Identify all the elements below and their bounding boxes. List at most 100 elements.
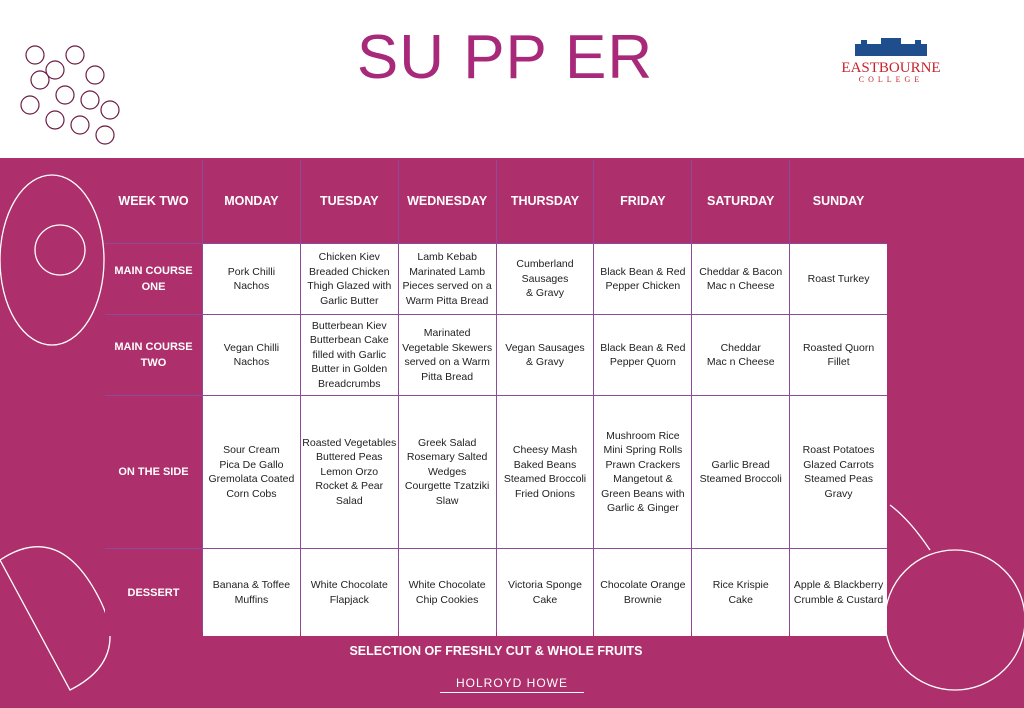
menu-table: WEEK TWO MONDAY TUESDAY WEDNESDAY THURSDAY FR… bbox=[105, 160, 887, 636]
menu-item: Wedges bbox=[427, 465, 467, 478]
menu-item: Vegan Chilli bbox=[223, 341, 280, 354]
row-label: MAIN COURSE ONE bbox=[105, 244, 202, 314]
menu-item: Muffins bbox=[234, 593, 269, 606]
menu-item: Vegan Sausages bbox=[505, 341, 585, 354]
menu-item: Corn Cobs bbox=[226, 487, 277, 500]
menu-item: Pica De Gallo bbox=[219, 458, 284, 471]
menu-item: Garlic & Ginger bbox=[606, 502, 679, 514]
menu-cell: Mushroom Rice Mini Spring Rolls Prawn Crac… bbox=[594, 396, 692, 548]
menu-cell: Apple & Blackberry Crumble & Custard bbox=[790, 549, 887, 636]
menu-item: Steamed Broccoli bbox=[503, 473, 587, 485]
menu-item: Cheesy Mash bbox=[512, 444, 578, 456]
menu-cell: Greek Salad Rosemary Salted Wedges Courgett… bbox=[398, 396, 496, 548]
row-label: ON THE SIDE bbox=[105, 396, 202, 548]
menu-item: Roasted Quorn bbox=[802, 341, 875, 354]
column-header: TUESDAY bbox=[300, 160, 398, 243]
menu-cell: Marinated Vegetable Skewers served on a Wa… bbox=[398, 315, 496, 395]
menu-item: Mac n Cheese bbox=[706, 356, 775, 368]
menu-item: Lemon Orzo bbox=[320, 465, 379, 478]
logo-name: EASTBOURNE bbox=[841, 60, 941, 76]
menu-cell: Lamb Kebab Marinated Lamb Pieces served on… bbox=[398, 244, 496, 314]
menu-item: Black Bean & Red bbox=[600, 265, 686, 278]
menu-item: Rocket & Pear bbox=[315, 480, 384, 493]
menu-cell: Sour Cream Pica De Gallo Gremolata Coated C… bbox=[203, 396, 300, 548]
menu-item: Pepper Chicken bbox=[605, 280, 681, 292]
menu-cell: Pork Chilli Nachos bbox=[203, 244, 300, 314]
menu-item: Nachos bbox=[233, 356, 270, 368]
menu-item: Green Beans with bbox=[601, 487, 685, 500]
menu-cell: Cheddar Mac n Cheese bbox=[692, 315, 790, 395]
menu-item: Buttered Peas bbox=[316, 451, 383, 464]
menu-item: Mushroom Rice bbox=[606, 429, 680, 442]
menu-item: Nachos bbox=[233, 280, 270, 292]
menu-item: Glazed Carrots bbox=[803, 458, 874, 471]
menu-item: Butter in Golden bbox=[311, 363, 388, 376]
logo-building bbox=[855, 38, 927, 56]
menu-cell: White Chocolate Chip Cookies bbox=[398, 549, 496, 636]
menu-item: Mac n Cheese bbox=[706, 280, 775, 292]
menu-item: Thigh Glazed with bbox=[307, 280, 392, 292]
menu-item: Victoria Sponge bbox=[508, 579, 582, 591]
menu-cell: Victoria Sponge Cake bbox=[496, 549, 594, 636]
menu-item: Lamb Kebab bbox=[417, 251, 477, 263]
menu-item: served on a Warm bbox=[404, 356, 490, 368]
menu-item: Pitta Bread bbox=[421, 370, 474, 383]
menu-item: Gravy bbox=[824, 487, 853, 500]
menu-item: Rice Krispie bbox=[712, 579, 769, 591]
menu-item: Breaded Chicken bbox=[308, 265, 390, 278]
menu-item: Breadcrumbs bbox=[318, 377, 381, 390]
menu-item: Banana & Toffee bbox=[212, 579, 291, 591]
menu-item: Greek Salad bbox=[417, 436, 477, 449]
menu-item: Sausages bbox=[521, 272, 569, 285]
menu-item: Chocolate Orange bbox=[600, 579, 686, 591]
menu-item: Slaw bbox=[435, 494, 459, 507]
column-header: THURSDAY bbox=[496, 160, 594, 243]
menu-item: Marinated bbox=[423, 327, 471, 339]
title: SU PP ER bbox=[356, 23, 654, 92]
menu-cell: Chicken Kiev Breaded Chicken Thigh Glazed … bbox=[300, 244, 398, 314]
menu-cell: Cheddar & Bacon Mac n Cheese bbox=[692, 244, 790, 314]
menu-item: Steamed Broccoli bbox=[699, 473, 782, 485]
menu-item: Baked Beans bbox=[513, 458, 577, 471]
menu-cell: Cumberland Sausages & Gravy bbox=[496, 244, 594, 314]
menu-item: Butterbean Cake bbox=[309, 334, 389, 347]
menu-cell: Rice Krispie Cake bbox=[692, 549, 790, 636]
column-header: MONDAY bbox=[203, 160, 300, 243]
menu-item: White Chocolate bbox=[310, 579, 388, 591]
menu-item: Black Bean & Red bbox=[600, 341, 686, 354]
menu-item: Cake bbox=[728, 593, 753, 606]
menu-item: Vegetable Skewers bbox=[402, 341, 493, 354]
menu-item: Pork Chilli bbox=[227, 265, 276, 278]
logo-sub: COLLEGE bbox=[858, 75, 924, 84]
menu-item: Crumble & Custard bbox=[793, 593, 884, 606]
menu-item: filled with Garlic bbox=[312, 348, 387, 361]
menu-item: Garlic Butter bbox=[320, 294, 379, 307]
menu-item: Gremolata Coated bbox=[208, 473, 295, 485]
menu-item: Garlic Bread bbox=[711, 458, 770, 471]
menu-item: Warm Pitta Bread bbox=[405, 294, 489, 307]
menu-item: Roasted Vegetables bbox=[302, 436, 397, 449]
row-label: MAIN COURSE TWO bbox=[105, 315, 202, 395]
menu-cell: Roasted Quorn Fillet bbox=[790, 315, 887, 395]
menu-cell: Black Bean & Red Pepper Quorn bbox=[594, 315, 692, 395]
menu-cell: Butterbean Kiev Butterbean Cake filled wit… bbox=[300, 315, 398, 395]
menu-item: Fillet bbox=[827, 356, 850, 368]
menu-item: Butterbean Kiev bbox=[311, 319, 387, 332]
menu-item: Roast Potatoes bbox=[802, 444, 875, 456]
menu-item: Steamed Peas bbox=[804, 473, 873, 485]
menu-cell: Black Bean & Red Pepper Chicken bbox=[594, 244, 692, 314]
menu-item: Flapjack bbox=[329, 593, 369, 606]
brand: HOLROYD HOWE bbox=[440, 676, 584, 693]
menu-item: Sour Cream bbox=[223, 444, 280, 456]
menu-item: Rosemary Salted bbox=[406, 451, 488, 464]
column-header: WEDNESDAY bbox=[398, 160, 496, 243]
menu-cell: Chocolate Orange Brownie bbox=[594, 549, 692, 636]
menu-item: & Gravy bbox=[526, 356, 564, 368]
menu-item: Apple & Blackberry bbox=[793, 579, 884, 591]
menu-item: Marinated Lamb bbox=[409, 265, 486, 278]
menu-cell: Vegan Chilli Nachos bbox=[203, 315, 300, 395]
menu-item: Cheddar bbox=[720, 341, 761, 354]
menu-cell: Roasted Vegetables Buttered Peas Lemon Orz… bbox=[300, 396, 398, 548]
